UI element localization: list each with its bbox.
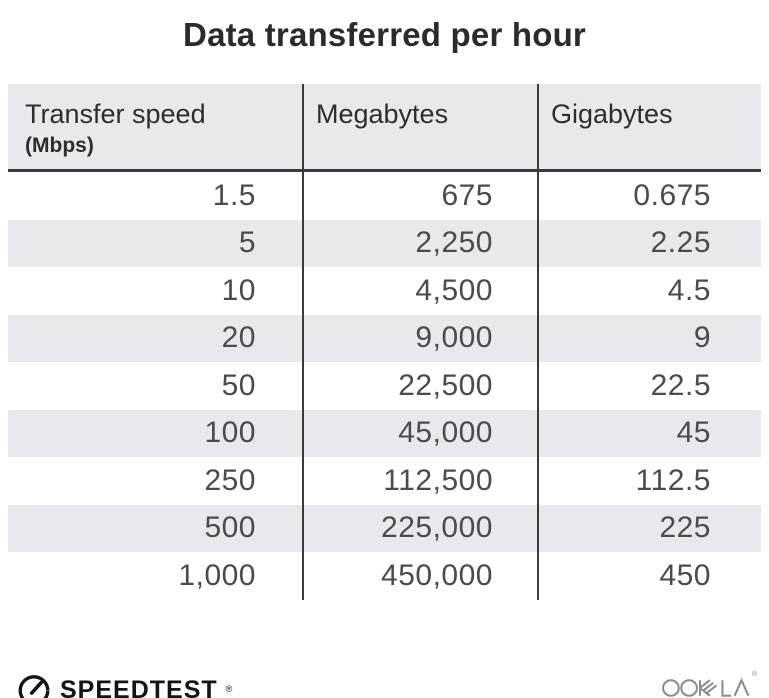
cell-transfer-speed: 1,000: [178, 558, 256, 592]
ookla-logo: ®: [661, 671, 757, 698]
cell-gigabytes: 4.5: [667, 273, 711, 307]
table-row: 10 4,500 4.5: [8, 267, 761, 315]
header-mbps-unit: (Mbps): [25, 134, 94, 157]
cell-transfer-speed: 100: [204, 416, 256, 450]
cell-gigabytes: 0.675: [633, 178, 711, 212]
cell-gigabytes: 450: [659, 558, 711, 592]
cell-transfer-speed: 50: [221, 368, 256, 402]
infographic-page: Data transferred per hour Transfer speed…: [0, 16, 769, 698]
cell-transfer-speed: 20: [221, 321, 256, 355]
cell-megabytes: 4,500: [415, 273, 493, 307]
cell-transfer-speed: 500: [204, 511, 256, 545]
table-row: 1.5 675 0.675: [8, 172, 761, 220]
table-row: 500 225,000 225: [8, 504, 761, 552]
cell-gigabytes: 45: [676, 416, 711, 450]
cell-transfer-speed: 250: [204, 463, 256, 497]
table-row: 5 2,250 2.25: [8, 219, 761, 267]
cell-gigabytes: 9: [693, 321, 711, 355]
cell-megabytes: 450,000: [381, 558, 493, 592]
cell-gigabytes: 225: [659, 511, 711, 545]
cell-transfer-speed: 5: [238, 226, 256, 260]
header-transfer-speed-label: Transfer speed: [25, 99, 206, 129]
cell-gigabytes: 2.25: [650, 226, 711, 260]
cell-gigabytes: 112.5: [635, 463, 711, 497]
footer: SPEEDTEST ® ®: [16, 671, 757, 698]
ookla-trademark: ®: [751, 670, 757, 678]
header-transfer-speed: Transfer speed (Mbps): [8, 84, 303, 169]
cell-megabytes: 22,500: [398, 368, 493, 402]
page-title: Data transferred per hour: [183, 16, 586, 53]
speedtest-gauge-icon: [18, 675, 50, 698]
table-row: 20 9,000 9: [8, 314, 761, 362]
cell-gigabytes: 22.5: [650, 368, 711, 402]
column-divider: [537, 84, 539, 600]
cell-transfer-speed: 1.5: [212, 178, 256, 212]
speedtest-trademark: ®: [225, 684, 233, 694]
cell-megabytes: 225,000: [381, 511, 493, 545]
cell-megabytes: 9,000: [415, 321, 493, 355]
table-row: 1,000 450,000 450: [8, 552, 761, 600]
table-row: 250 112,500 112.5: [8, 457, 761, 505]
header-megabytes: Megabytes: [316, 99, 449, 129]
cell-transfer-speed: 10: [221, 273, 256, 307]
cell-megabytes: 675: [441, 178, 493, 212]
table-header-row: Transfer speed (Mbps) Megabytes Gigabyte…: [8, 84, 761, 172]
table-row: 50 22,500 22.5: [8, 362, 761, 410]
table-body: 1.5 675 0.675 5 2,250 2.25 10 4,500 4.5 …: [8, 172, 761, 600]
ookla-wordmark-icon: [662, 677, 750, 697]
column-divider: [302, 84, 304, 600]
speedtest-wordmark: SPEEDTEST: [60, 675, 218, 698]
table-row: 100 45,000 45: [8, 409, 761, 457]
cell-megabytes: 45,000: [398, 416, 493, 450]
header-gigabytes: Gigabytes: [551, 99, 673, 129]
data-table: Transfer speed (Mbps) Megabytes Gigabyte…: [8, 84, 761, 600]
speedtest-logo: SPEEDTEST ®: [16, 672, 232, 698]
cell-megabytes: 2,250: [415, 226, 493, 260]
cell-megabytes: 112,500: [383, 463, 493, 497]
